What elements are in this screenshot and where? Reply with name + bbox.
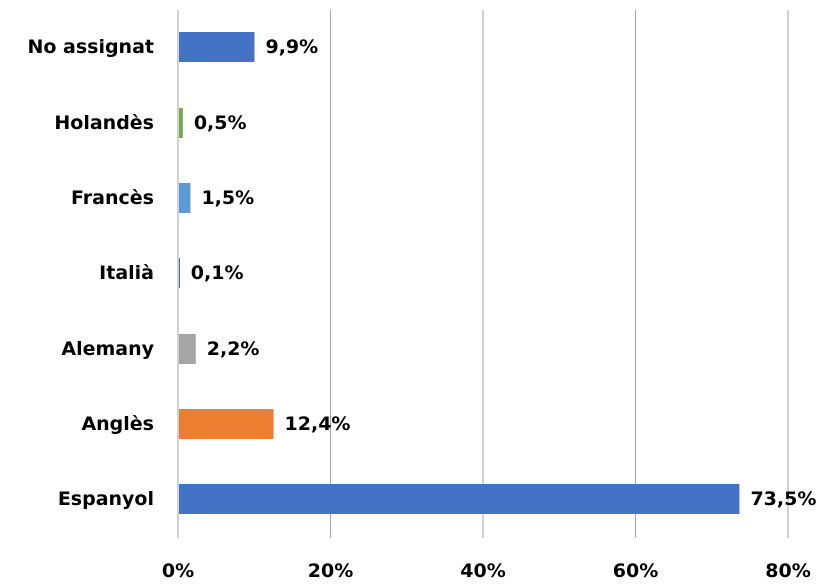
data-label: 1,5%: [201, 187, 254, 209]
x-tick-label: 80%: [765, 560, 810, 582]
x-tick-label: 60%: [613, 560, 658, 582]
category-label: Holandès: [54, 112, 154, 134]
bars: [179, 32, 740, 514]
bar: [179, 258, 180, 288]
bar: [179, 409, 274, 439]
category-label: Anglès: [81, 413, 154, 435]
category-label: Alemany: [61, 338, 154, 360]
bar: [179, 183, 191, 213]
gridlines: [177, 10, 789, 538]
bar: [179, 484, 740, 514]
data-label: 0,5%: [194, 112, 247, 134]
category-label: No assignat: [27, 36, 154, 58]
bar: [179, 32, 255, 62]
data-label: 73,5%: [750, 488, 816, 510]
category-label: Francès: [71, 187, 154, 209]
category-label: Italià: [99, 262, 154, 284]
labels: 0% 20% 40% 60% 80% No assignat 9,9% Holandès 0,5…: [27, 36, 816, 582]
data-label: 9,9%: [265, 36, 318, 58]
x-tick-label: 40%: [460, 560, 505, 582]
bar: [179, 108, 183, 138]
data-label: 12,4%: [285, 413, 351, 435]
x-tick-label: 20%: [308, 560, 353, 582]
data-label: 2,2%: [207, 338, 260, 360]
x-tick-label: 0%: [162, 560, 194, 582]
category-label: Espanyol: [58, 488, 154, 510]
data-label: 0,1%: [191, 262, 244, 284]
bar: [179, 334, 196, 364]
